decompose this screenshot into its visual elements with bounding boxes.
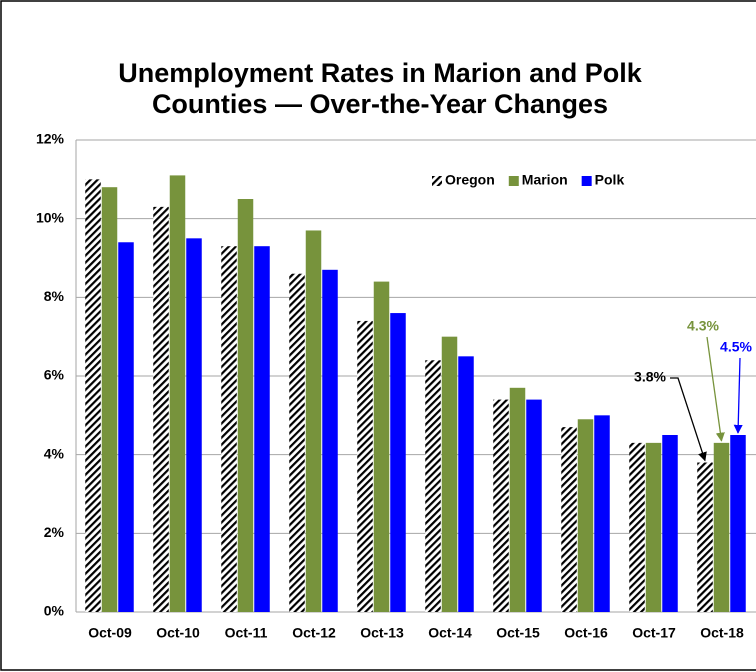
legend-swatch [432,176,442,186]
bar [493,399,509,612]
bar [254,246,270,612]
y-tick-label: 0% [44,603,65,619]
bar [357,320,373,612]
bar [594,415,610,612]
bar [561,427,577,612]
bar [390,313,406,612]
bar [730,435,746,612]
bar [458,356,474,612]
bar [526,399,542,612]
x-tick-label: Oct-13 [360,625,404,641]
legend-swatch [508,176,519,186]
bar [577,419,594,612]
annotation-arrow [706,336,725,442]
bar [425,360,441,612]
bar [221,246,237,612]
x-tick-label: Oct-09 [88,625,132,641]
bar [662,435,678,612]
bar [118,242,134,612]
chart-title: Unemployment Rates in Marion and Polk Co… [118,58,642,119]
legend-label: Polk [595,172,625,188]
y-tick-label: 8% [44,288,65,304]
y-tick-label: 6% [44,367,65,383]
legend-label: Oregon [445,172,495,188]
x-tick-label: Oct-15 [496,625,540,641]
bar [509,387,526,612]
x-tick-label: Oct-12 [292,625,336,641]
annotation: 4.3% [687,318,719,334]
x-tick-label: Oct-18 [700,625,744,641]
bar [373,281,390,612]
bar [322,269,338,612]
bar [441,336,458,612]
y-tick-label: 2% [44,524,65,540]
bar [289,273,305,612]
annotation-arrow [670,377,707,462]
x-tick-label: Oct-17 [632,625,676,641]
bar [186,238,202,613]
x-tick-label: Oct-11 [225,625,268,641]
legend-swatch [581,176,592,186]
y-tick-label: 10% [36,209,65,225]
bar [169,175,186,612]
bar [101,187,118,612]
y-tick-label: 12% [36,131,65,147]
annotation-arrow [733,357,743,434]
x-tick-label: Oct-10 [156,625,200,641]
bar [697,462,713,612]
x-tick-label: Oct-14 [428,625,472,641]
bar [645,442,662,612]
annotation: 3.8% [634,369,666,385]
bar [85,179,101,613]
x-tick-label: Oct-16 [564,625,608,641]
legend-label: Marion [522,172,568,188]
bar [629,442,645,612]
bar [713,442,730,612]
bar [153,206,169,612]
bar [237,199,254,612]
bar [305,230,322,612]
y-tick-label: 4% [44,445,65,461]
annotation: 4.5% [720,339,752,355]
